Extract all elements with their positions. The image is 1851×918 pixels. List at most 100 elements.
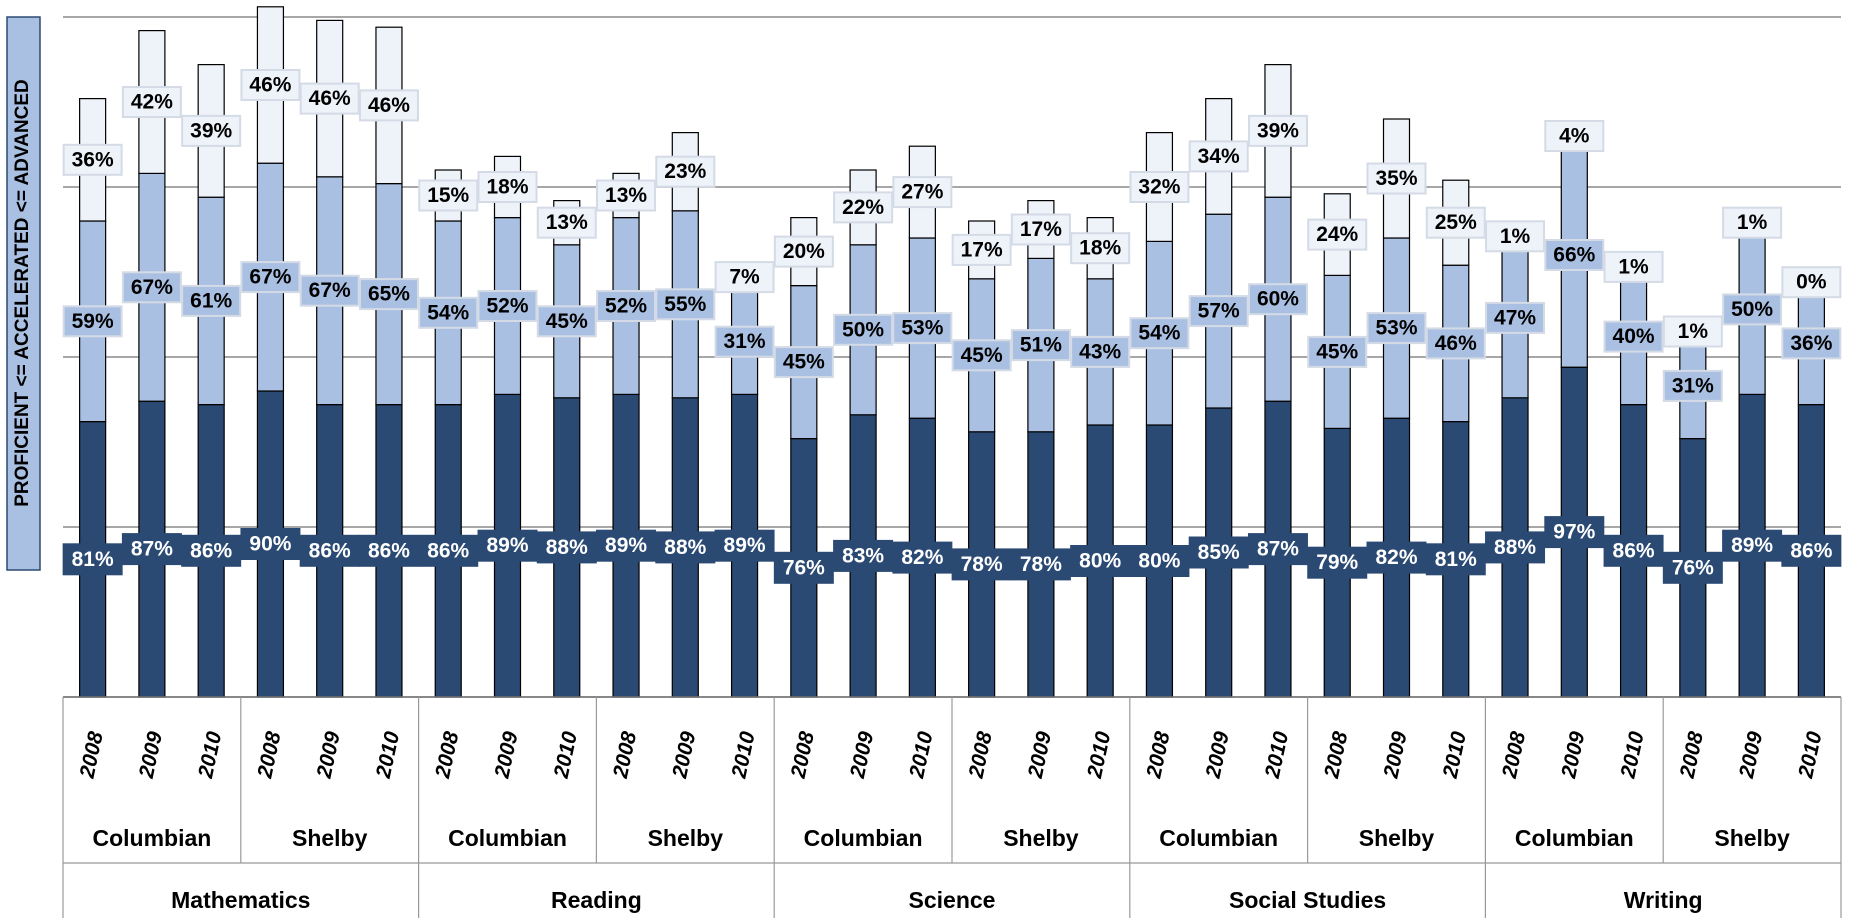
data-label-text: 4% xyxy=(1559,125,1590,148)
data-label-box xyxy=(299,534,360,567)
data-label-box xyxy=(62,305,123,338)
data-label: 86% xyxy=(358,534,419,567)
data-label-box xyxy=(1485,301,1546,334)
data-label: 25% xyxy=(1425,206,1486,239)
school-label: Columbian xyxy=(804,825,923,851)
data-label-box xyxy=(1307,546,1368,579)
data-label-text: 31% xyxy=(724,330,766,353)
data-label-box xyxy=(773,235,834,268)
data-label-text: 86% xyxy=(309,539,351,562)
data-label-box xyxy=(1366,541,1427,574)
data-label-box xyxy=(1070,545,1131,577)
data-label-text: 59% xyxy=(72,310,114,333)
data-label-text: 85% xyxy=(1198,541,1240,564)
data-label-text: 46% xyxy=(368,94,410,117)
data-label-text: 86% xyxy=(368,539,410,562)
data-label-text: 54% xyxy=(427,301,469,324)
data-label: 67% xyxy=(121,271,182,304)
data-label: 15% xyxy=(418,179,479,212)
data-label-box xyxy=(833,539,894,572)
data-label-text: 89% xyxy=(724,534,766,557)
data-label: 17% xyxy=(1010,213,1071,246)
data-label-box xyxy=(596,179,657,212)
data-label-box xyxy=(1662,315,1723,348)
x-tick-label: 2008 xyxy=(1142,729,1174,781)
data-label: 61% xyxy=(181,284,242,317)
data-label: 45% xyxy=(536,305,597,338)
data-label-text: 60% xyxy=(1257,288,1299,311)
data-label: 50% xyxy=(1722,293,1783,326)
data-label: 85% xyxy=(1188,536,1249,569)
data-label-box xyxy=(181,114,242,147)
data-label-box xyxy=(1722,206,1783,239)
data-label: 88% xyxy=(1485,531,1546,564)
data-label-text: 88% xyxy=(1494,536,1536,559)
school-label: Shelby xyxy=(1003,825,1079,851)
x-tick-label: 2010 xyxy=(194,729,226,781)
data-label-box xyxy=(1722,529,1783,562)
data-label-text: 76% xyxy=(1672,556,1714,579)
data-label-text: 40% xyxy=(1613,325,1655,348)
data-label: 34% xyxy=(1188,140,1249,173)
data-label: 7% xyxy=(714,261,775,294)
data-label-box xyxy=(596,529,657,562)
data-label-box xyxy=(358,534,419,567)
data-label-text: 79% xyxy=(1316,551,1358,574)
data-label: 32% xyxy=(1129,171,1190,203)
data-label: 24% xyxy=(1307,218,1368,251)
data-label-text: 97% xyxy=(1553,521,1595,544)
data-label-box xyxy=(62,143,123,176)
x-tick-label: 2009 xyxy=(1735,729,1767,781)
school-label: Columbian xyxy=(1159,825,1278,851)
data-label-box xyxy=(1781,327,1842,360)
data-label-text: 67% xyxy=(131,276,173,299)
data-label: 45% xyxy=(773,346,834,379)
data-label-box xyxy=(62,543,123,576)
data-label-text: 1% xyxy=(1678,320,1709,343)
data-label-box xyxy=(1010,329,1071,362)
data-label-box xyxy=(1425,327,1486,360)
data-label-box xyxy=(951,233,1012,266)
x-tick-label: 2008 xyxy=(964,729,996,781)
data-label: 45% xyxy=(951,339,1012,372)
data-label-text: 80% xyxy=(1079,550,1121,573)
data-label-text: 47% xyxy=(1494,306,1536,329)
data-label-box xyxy=(1544,516,1605,549)
data-label-box xyxy=(655,155,716,188)
data-label-text: 24% xyxy=(1316,223,1358,246)
data-label-box xyxy=(951,548,1012,581)
data-label: 67% xyxy=(240,261,301,294)
data-label-text: 61% xyxy=(190,289,232,312)
x-tick-label: 2009 xyxy=(1024,729,1056,781)
data-label-text: 32% xyxy=(1138,176,1180,199)
data-label: 60% xyxy=(1247,283,1308,316)
data-label: 89% xyxy=(714,529,775,562)
data-label-box xyxy=(1366,312,1427,345)
data-label-box xyxy=(1485,531,1546,564)
data-label: 81% xyxy=(62,543,123,576)
data-label: 1% xyxy=(1662,315,1723,348)
data-label-text: 87% xyxy=(131,538,173,561)
data-label: 46% xyxy=(1425,327,1486,360)
data-label-box xyxy=(892,176,953,209)
data-label-text: 89% xyxy=(605,534,647,557)
data-label: 87% xyxy=(1247,533,1308,566)
x-tick-label: 2008 xyxy=(787,729,819,781)
data-label-box xyxy=(1425,206,1486,239)
data-label-box xyxy=(121,86,182,118)
school-label: Columbian xyxy=(92,825,211,851)
data-label-box xyxy=(1485,220,1546,253)
data-label-text: 89% xyxy=(1731,534,1773,557)
data-label-text: 34% xyxy=(1198,145,1240,168)
data-label: 46% xyxy=(299,82,360,115)
data-label-text: 13% xyxy=(546,211,588,234)
data-label: 20% xyxy=(773,235,834,268)
subject-label: Science xyxy=(909,887,996,913)
data-label-text: 55% xyxy=(664,293,706,316)
data-label-text: 36% xyxy=(1790,332,1832,355)
data-label-text: 36% xyxy=(72,148,114,171)
data-label-box xyxy=(1603,250,1664,283)
data-label-box xyxy=(1247,114,1308,147)
data-label-text: 82% xyxy=(1375,546,1417,569)
